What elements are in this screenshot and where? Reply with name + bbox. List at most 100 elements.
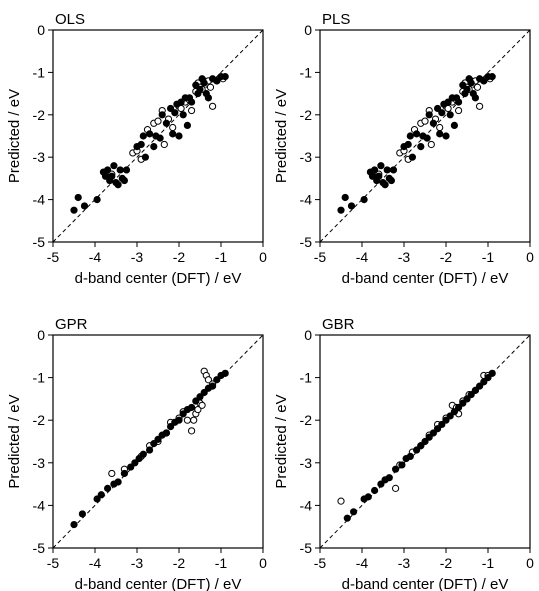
data-point-filled	[455, 98, 463, 106]
data-point-filled	[150, 440, 158, 448]
data-point-filled	[347, 202, 356, 210]
data-point-filled	[425, 433, 433, 441]
y-tick-label: -1	[33, 64, 46, 80]
x-tick-label: -5	[314, 555, 327, 571]
panel-title: GBR	[322, 316, 355, 333]
data-point-open	[160, 140, 168, 149]
x-tick-label: -2	[440, 249, 453, 265]
data-point-filled	[169, 130, 177, 138]
data-point-filled	[480, 378, 488, 386]
x-axis-label: d-band center (DFT) / eV	[342, 576, 509, 591]
data-point-filled	[476, 382, 484, 390]
data-point-open	[169, 123, 177, 132]
x-tick-label: -2	[440, 555, 453, 571]
data-point-filled	[459, 399, 467, 407]
data-point-filled	[127, 463, 135, 471]
y-axis-label: Predicted / eV	[273, 394, 290, 488]
data-point-filled	[179, 111, 187, 119]
data-point-filled	[488, 73, 496, 81]
data-point-filled	[179, 410, 187, 418]
data-point-filled	[446, 111, 454, 119]
data-point-filled	[209, 382, 217, 390]
data-point-filled	[484, 374, 492, 382]
data-point-filled	[213, 77, 221, 85]
data-point-filled	[383, 166, 391, 174]
data-point-open	[198, 401, 206, 409]
data-point-filled	[158, 111, 166, 119]
data-point-filled	[385, 474, 393, 482]
data-point-filled	[116, 166, 124, 174]
data-point-filled	[371, 166, 379, 174]
data-point-filled	[350, 508, 358, 516]
x-tick-label: 0	[526, 249, 534, 265]
y-tick-label: 0	[304, 327, 312, 343]
data-point-filled	[154, 435, 162, 443]
x-tick-label: -1	[482, 249, 495, 265]
data-point-filled	[375, 172, 383, 180]
data-point-filled	[413, 130, 421, 138]
data-point-filled	[93, 495, 101, 503]
x-tick-label: -4	[89, 249, 102, 265]
data-point-filled	[200, 388, 208, 397]
data-point-filled	[413, 446, 421, 454]
y-tick-label: -2	[33, 412, 46, 428]
data-point-open	[190, 416, 198, 424]
y-tick-label: -4	[300, 497, 313, 513]
data-point-filled	[156, 134, 164, 142]
data-point-filled	[120, 176, 129, 185]
data-point-filled	[450, 121, 458, 130]
data-point-filled	[167, 422, 175, 431]
y-tick-label: 0	[304, 22, 312, 38]
data-point-filled	[131, 459, 139, 467]
data-point-filled	[404, 140, 412, 149]
data-point-filled	[171, 109, 179, 117]
x-tick-label: -3	[398, 249, 411, 265]
data-point-filled	[450, 408, 458, 416]
x-tick-label: -4	[89, 555, 102, 571]
panel-gpr: -5 -4 -3 -2 -1 0 -5 -4 -3 -2 -1 0 d-band center (DFT…	[6, 316, 267, 591]
y-tick-label: 0	[37, 22, 45, 38]
data-point-filled	[139, 450, 147, 458]
x-tick-label: -3	[131, 249, 144, 265]
y-tick-label: -4	[300, 192, 313, 208]
data-point-filled	[434, 425, 442, 433]
data-point-filled	[74, 193, 82, 202]
data-point-filled	[146, 446, 154, 454]
panel-ols: -5 -4 -3 -2 -1 0 -5 -4 -3 -2 -1 0 d-band center (DFT…	[6, 11, 267, 287]
data-point-filled	[135, 454, 143, 463]
data-point-filled	[110, 162, 118, 170]
data-point-filled	[175, 132, 183, 140]
data-point-filled	[417, 143, 425, 151]
x-tick-label: -1	[482, 555, 495, 571]
x-tick-label: -5	[314, 249, 327, 265]
panel-title: PLS	[322, 11, 350, 28]
data-point-filled	[343, 514, 351, 522]
data-point-filled	[146, 130, 154, 138]
data-point-filled	[444, 98, 452, 106]
plot-frame	[319, 334, 531, 549]
y-tick-label: -3	[300, 149, 313, 165]
data-point-filled	[188, 98, 196, 106]
data-point-filled	[471, 386, 479, 394]
y-tick-label: 0	[37, 327, 45, 343]
data-point-filled	[467, 391, 475, 399]
y-tick-label: -2	[300, 107, 313, 123]
data-point-filled	[381, 181, 389, 189]
data-point-filled	[114, 181, 122, 189]
plot-frame	[52, 334, 264, 549]
data-point-filled	[425, 111, 433, 119]
y-tick-label: -5	[33, 540, 46, 556]
data-point-filled	[150, 143, 158, 151]
data-point-filled	[364, 493, 372, 501]
x-tick-label: -1	[215, 249, 228, 265]
data-point-filled	[442, 416, 450, 424]
data-point-filled	[434, 104, 442, 113]
data-point-filled	[93, 196, 101, 204]
data-point-filled	[417, 442, 425, 450]
data-point-filled	[446, 412, 454, 420]
data-point-open	[455, 106, 463, 115]
panel-gbr: -5 -4 -3 -2 -1 0 -5 -4 -3 -2 -1 0 d-band center (DFT…	[273, 316, 534, 591]
data-point-filled	[463, 85, 471, 93]
data-point-filled	[78, 510, 87, 518]
